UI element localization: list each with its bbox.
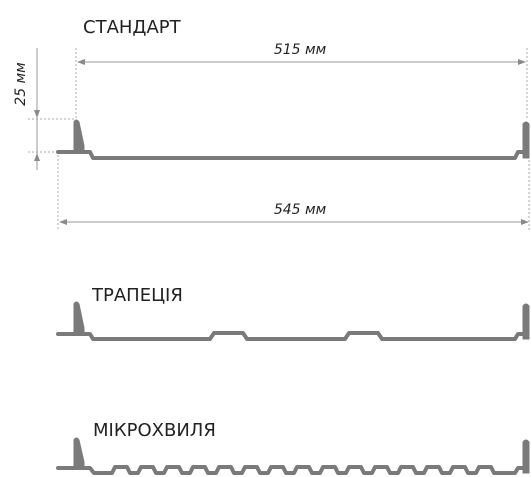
profile-microwave-shape — [56, 437, 530, 475]
profile-standard-shape — [56, 119, 530, 160]
profile-trapezoid-label: ТРАПЕЦІЯ — [91, 285, 183, 306]
right-rib — [522, 121, 530, 159]
arrow-down-icon — [34, 110, 40, 118]
profile-standard-label: СТАНДАРТ — [83, 17, 182, 38]
right-rib — [522, 439, 530, 474]
right-rib — [522, 303, 530, 340]
dimension-working-width: 515 мм — [75, 42, 528, 120]
profile-standard-section: СТАНДАРТ 515 мм 25 мм — [13, 17, 530, 230]
arrow-left-icon — [77, 59, 85, 65]
arrow-right-icon — [521, 219, 529, 225]
arrow-right-icon — [518, 59, 526, 65]
panel-profile-trapezoid — [56, 331, 525, 341]
dimension-rib-height: 25 мм — [13, 48, 76, 170]
working-width-text: 515 мм — [274, 42, 327, 58]
profile-microwave-section: МІКРОХВИЛЯ — [56, 420, 530, 475]
profile-trapezoid-shape — [56, 301, 530, 341]
total-width-text: 545 мм — [274, 202, 327, 218]
profile-trapezoid-section: ТРАПЕЦІЯ — [56, 285, 530, 341]
rib-height-text: 25 мм — [13, 62, 29, 106]
left-rib — [73, 301, 85, 335]
left-rib — [73, 119, 85, 153]
dimension-total-width: 545 мм — [57, 155, 530, 230]
left-rib — [73, 437, 85, 469]
profile-microwave-label: МІКРОХВИЛЯ — [93, 420, 216, 441]
panel-profile-standard — [56, 150, 525, 160]
arrow-up-icon — [34, 153, 40, 161]
panel-profile-microwave — [56, 465, 525, 475]
arrow-left-icon — [59, 219, 67, 225]
